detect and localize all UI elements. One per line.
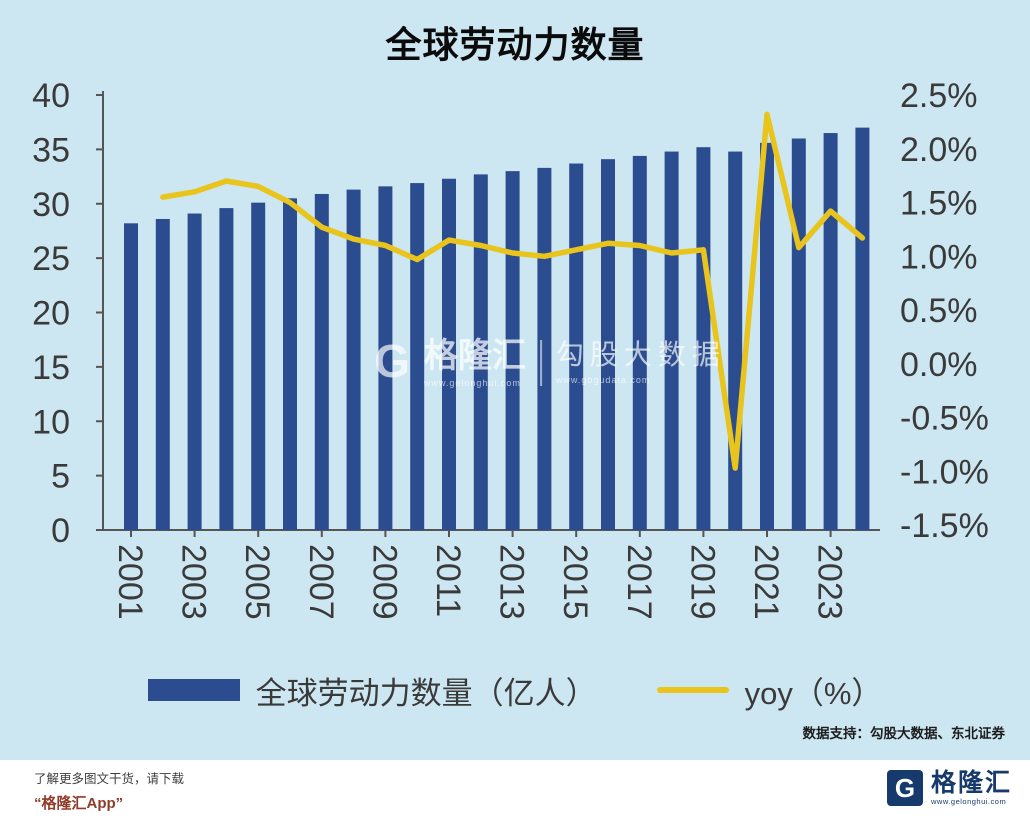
x-tick-label-2005: 2005 — [238, 544, 276, 620]
x-tick-label-2017: 2017 — [620, 544, 658, 620]
x-tick-label-2013: 2013 — [493, 544, 531, 620]
x-tick-label-2023: 2023 — [811, 544, 849, 620]
legend: 全球劳动力数量（亿人） yoy（%） — [0, 665, 1030, 715]
left-axis-label: 10 — [32, 403, 70, 441]
footer-brand-name: 格隆汇 — [930, 769, 1012, 798]
left-axis-label: 35 — [32, 131, 70, 169]
right-axis-label: -1.0% — [900, 453, 989, 491]
left-axis-label: 5 — [51, 458, 70, 496]
bar-2020 — [728, 151, 743, 531]
bar-2023 — [823, 133, 838, 530]
bar-2014 — [537, 167, 552, 531]
plot-area: 40 35 30 25 20 15 10 5 0 2.5% 2.0% 1.5% 1.0% 0.5% 0.0%… — [32, 77, 989, 620]
x-tick-label-2003: 2003 — [175, 544, 213, 620]
bar-2022 — [791, 138, 806, 530]
right-axis-label: 1.0% — [900, 238, 978, 276]
bar-2015 — [569, 163, 584, 530]
x-tick-label-2001: 2001 — [111, 544, 149, 620]
footer-promo-line1: 了解更多图文干货，请下载 — [34, 772, 185, 786]
bar-2002 — [155, 218, 170, 530]
left-axis-label: 30 — [32, 186, 70, 224]
right-axis-label: 2.5% — [900, 77, 978, 115]
bar-2021 — [760, 142, 774, 530]
bar-2001 — [124, 223, 138, 530]
bar-2009 — [378, 186, 393, 530]
left-axis-label: 0 — [51, 512, 70, 550]
bar-2013 — [505, 171, 520, 530]
footer: 了解更多图文干货，请下载 “格隆汇App” G 格隆汇 www.gelonghu… — [0, 760, 1030, 821]
footer-brand-url: www.gelonghui.com — [930, 796, 1007, 806]
gelonghui-logo-icon: G — [886, 770, 923, 806]
legend-line-swatch — [656, 687, 729, 693]
x-tick-label-2009: 2009 — [365, 544, 403, 620]
bar-2005 — [251, 202, 266, 530]
right-axis-label: 2.0% — [900, 131, 978, 169]
chart-svg: 40353025201510502.5%2.0%1.5%1.0%0.5%0.0%… — [32, 77, 989, 620]
bar-2007 — [314, 193, 329, 530]
legend-bar-swatch — [147, 679, 240, 701]
legend-line-label: yoy（%） — [744, 675, 883, 711]
footer-promo-line2: “格隆汇App” — [34, 795, 124, 812]
left-axis-label: 40 — [32, 77, 70, 115]
right-axis-label: 0.0% — [900, 346, 978, 384]
left-axis-label: 20 — [32, 295, 70, 333]
x-tick-label-2011: 2011 — [429, 544, 467, 617]
bar-2006 — [283, 198, 297, 530]
bar-2008 — [346, 189, 361, 531]
yoy-line — [160, 111, 866, 471]
bar-2019 — [696, 147, 711, 530]
right-axis-label: 0.5% — [900, 292, 978, 330]
bar-2003 — [187, 213, 202, 530]
x-tick-label-2007: 2007 — [302, 544, 340, 620]
left-axis-label: 15 — [32, 349, 70, 387]
footer-brand-text: 格隆汇 www.gelonghui.com — [930, 769, 1012, 806]
x-tick-label-2019: 2019 — [683, 544, 721, 620]
bar-2012 — [473, 174, 488, 530]
footer-brand: G 格隆汇 www.gelonghui.com — [886, 769, 1012, 806]
bar-2024 — [855, 127, 870, 530]
right-axis-label: -0.5% — [900, 400, 989, 438]
bar-2004 — [219, 208, 234, 530]
bar-2017 — [632, 155, 647, 530]
chart-title: 全球劳动力数量 — [385, 24, 645, 65]
bar-2018 — [664, 151, 679, 531]
bar-2010 — [410, 183, 425, 530]
source-note: 数据支持：勾股大数据、东北证券 — [802, 726, 1006, 741]
legend-bar-label: 全球劳动力数量（亿人） — [255, 675, 597, 711]
x-tick-label-2021: 2021 — [747, 544, 785, 620]
x-tick-label-2015: 2015 — [556, 544, 594, 620]
bar-2011 — [442, 178, 456, 531]
bar-2016 — [601, 159, 615, 530]
left-axis-label: 25 — [32, 240, 70, 278]
right-axis-label: -1.5% — [900, 507, 989, 545]
footer-promo: 了解更多图文干货，请下载 “格隆汇App” — [34, 768, 184, 813]
right-axis-label: 1.5% — [900, 185, 978, 223]
